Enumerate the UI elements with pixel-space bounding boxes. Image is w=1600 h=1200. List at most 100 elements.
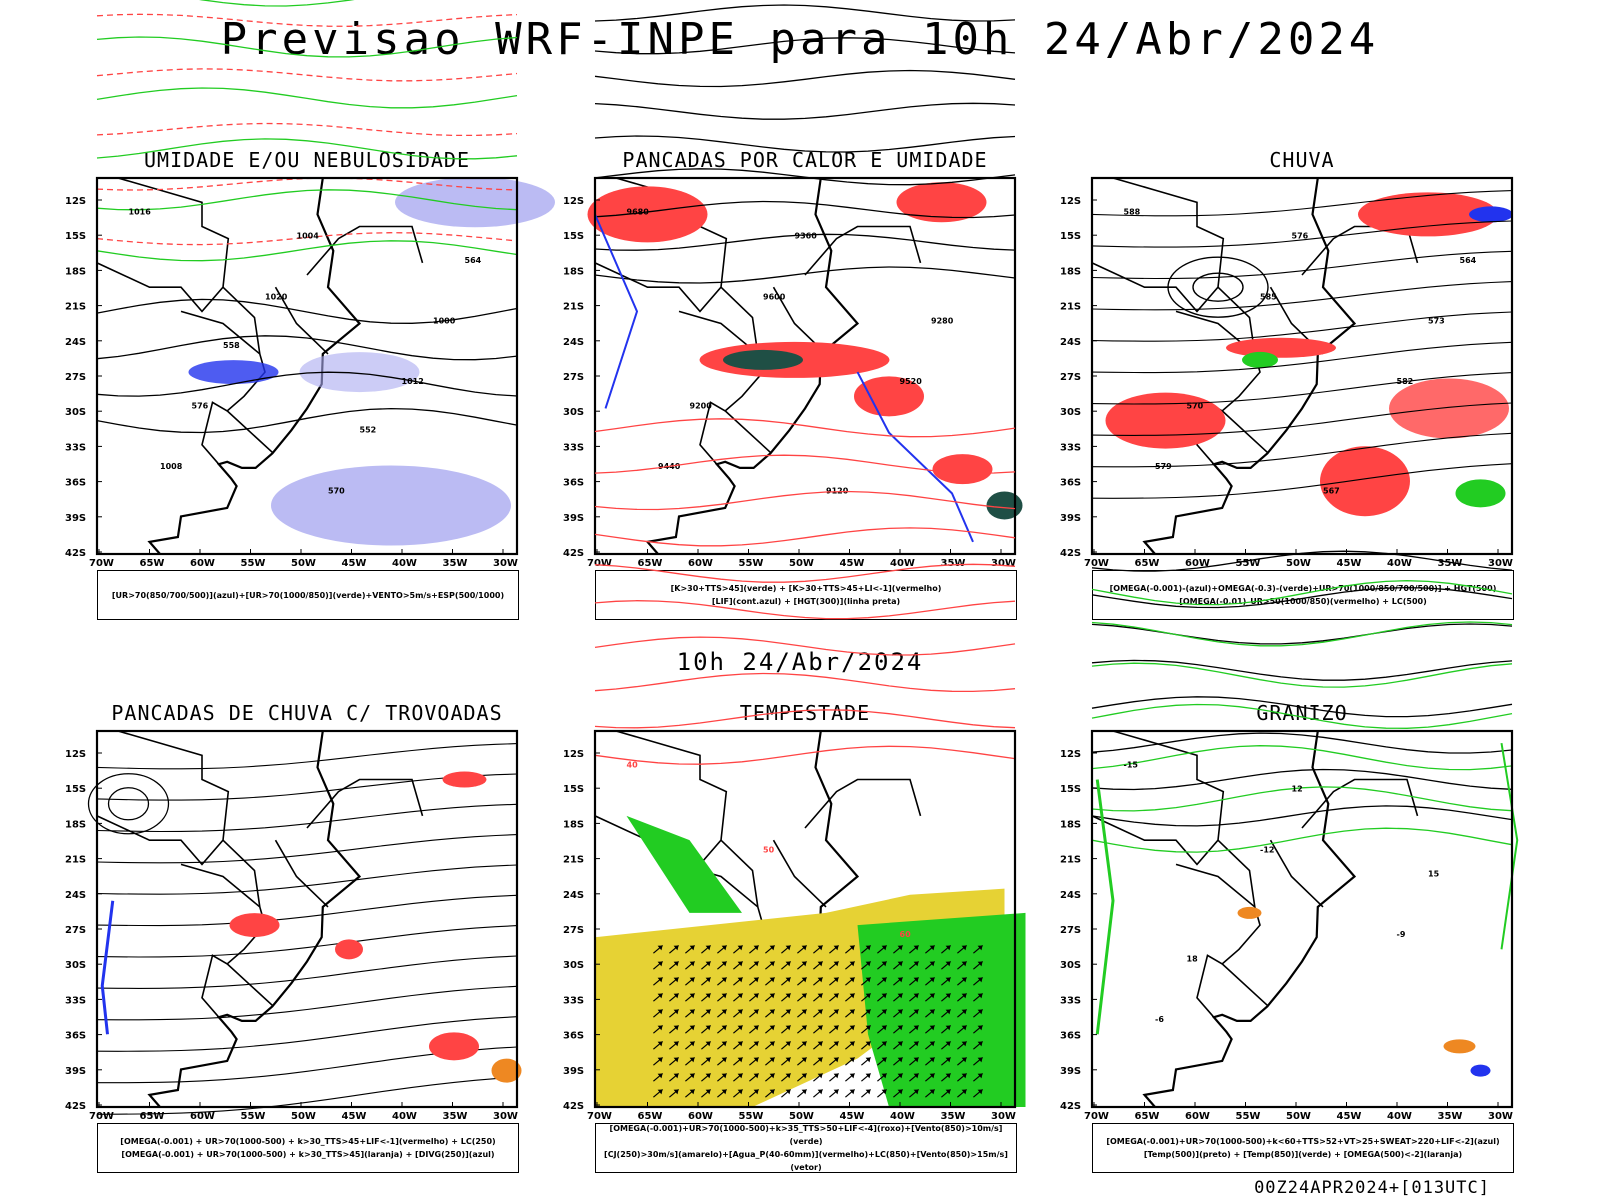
wind-vector (829, 1057, 839, 1066)
wind-vector (909, 945, 919, 954)
wind-vector (669, 977, 679, 986)
map-frame (1090, 729, 1514, 1109)
wind-vector (669, 1009, 679, 1018)
lat-label: 15S (563, 784, 584, 795)
contour-label: 9200 (690, 401, 713, 410)
contour-label: 579 (1155, 462, 1172, 471)
wind-vector (685, 1009, 695, 1018)
wind-vector (813, 977, 823, 986)
wind-vector (701, 1009, 711, 1018)
lat-label: 27S (65, 372, 86, 383)
streamline (1091, 281, 1513, 311)
wind-vector (845, 1057, 855, 1066)
contour-line (594, 102, 1016, 120)
wind-vector (941, 961, 951, 970)
wind-vector (893, 1041, 903, 1050)
lat-label: 21S (563, 302, 584, 313)
contour-line (96, 371, 518, 397)
wind-vector (749, 977, 759, 986)
wind-vector (717, 1025, 727, 1034)
contour-label: 564 (465, 256, 482, 265)
wind-vector (845, 961, 855, 970)
instability-field (587, 186, 708, 243)
wind-vector (829, 977, 839, 986)
lat-label: 15S (1060, 784, 1081, 795)
wind-vector (701, 1073, 711, 1082)
contour-line (594, 672, 1016, 693)
lat-label: 24S (1060, 337, 1081, 348)
lon-label: 45W (1337, 558, 1362, 569)
humidity-field (271, 465, 511, 546)
contour-line (1091, 621, 1513, 647)
lon-label: 60W (688, 1111, 713, 1122)
wind-vector (909, 977, 919, 986)
instability-field (896, 182, 987, 223)
wind-vector (957, 945, 967, 954)
wind-vector (877, 1073, 887, 1082)
contour-label: 60 (900, 930, 912, 939)
wind-vector (845, 945, 855, 954)
wind-vector (781, 1089, 791, 1098)
lat-label: 24S (1060, 890, 1081, 901)
lon-label: 50W (1286, 1111, 1311, 1122)
wind-vector (765, 1041, 775, 1050)
wind-vector (749, 1073, 759, 1082)
lon-label: 45W (840, 558, 865, 569)
lat-label: 12S (563, 196, 584, 207)
wind-vector (973, 961, 983, 970)
lat-label: 18S (1060, 266, 1081, 277)
high-center-contour (1167, 256, 1269, 318)
contour-line (96, 232, 518, 246)
wind-vector (877, 1025, 887, 1034)
lon-label: 55W (241, 558, 266, 569)
lat-label: 42S (65, 1101, 86, 1112)
lat-label: 18S (563, 266, 584, 277)
lon-label: 45W (342, 1111, 367, 1122)
lon-label: 50W (789, 558, 814, 569)
country-border (804, 225, 922, 276)
instability-field (986, 491, 1023, 520)
wind-vector (701, 1057, 711, 1066)
contour-label: 9520 (900, 377, 923, 386)
wind-vector (893, 945, 903, 954)
wind-vector (685, 1025, 695, 1034)
streamline (1091, 311, 1513, 342)
wind-vector (733, 977, 743, 986)
country-border (201, 954, 228, 1018)
lat-label: 24S (563, 890, 584, 901)
contour-line (594, 527, 1016, 547)
streamline (96, 894, 518, 927)
wind-vector (717, 1089, 727, 1098)
wind-vector (717, 1041, 727, 1050)
contour-label: 9680 (627, 207, 650, 216)
legend-line: [CJ(250)>30m/s](amarelo)+[Agua_P(40-60mm… (604, 1150, 1008, 1172)
wind-vector (653, 1009, 663, 1018)
lif-contour (594, 213, 639, 409)
wind-vector (669, 945, 679, 954)
lat-label: 33S (563, 995, 584, 1006)
contour-line (594, 233, 1016, 251)
lon-label: 40W (1387, 558, 1412, 569)
rain-field (1320, 446, 1410, 517)
panel-title: CHUVA (1269, 148, 1335, 172)
lat-label: 18S (1060, 819, 1081, 830)
wind-vector (765, 1057, 775, 1066)
wind-vector (957, 1009, 967, 1018)
lon-label: 65W (1135, 1111, 1160, 1122)
contour-label: 18 (1187, 954, 1199, 963)
wind-vector (717, 993, 727, 1002)
wind-vector (845, 1089, 855, 1098)
wind-vector (909, 1089, 919, 1098)
streamline (96, 864, 518, 895)
rain-field (1226, 337, 1336, 358)
wind-vector (893, 1089, 903, 1098)
wind-vector (925, 977, 935, 986)
legend-line: [K>30+TTS>45](verde) + [K>30+TTS>45+LI<-… (670, 584, 942, 593)
contour-label: 9600 (763, 292, 786, 301)
wind-vector (893, 1009, 903, 1018)
wind-vector (717, 945, 727, 954)
wind-vector (813, 961, 823, 970)
wind-vector (813, 1041, 823, 1050)
wind-vector (861, 961, 871, 970)
